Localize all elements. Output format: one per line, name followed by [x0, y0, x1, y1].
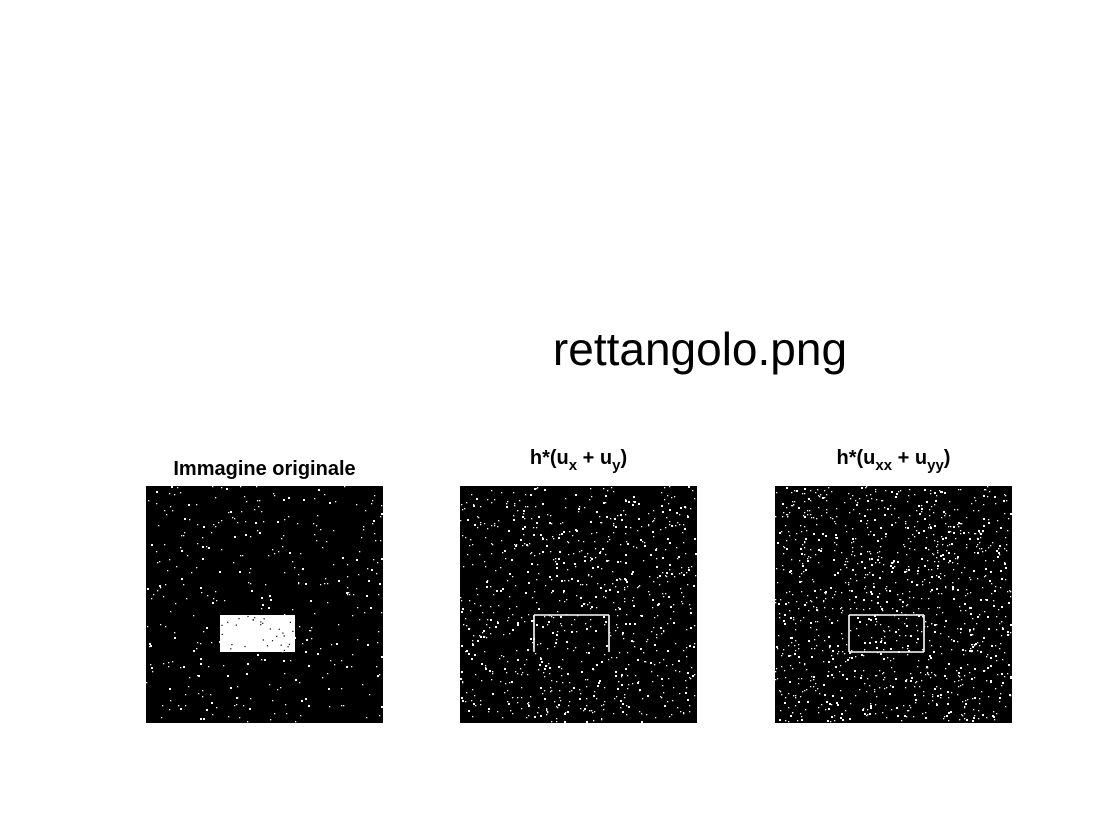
title-sub-xx: xx	[875, 457, 893, 474]
image-second-derivative-canvas	[775, 486, 1012, 723]
noise-dots	[146, 486, 383, 723]
panel-title-original: Immagine originale	[173, 458, 356, 480]
noise-dots	[775, 486, 1012, 723]
title-end: )	[620, 447, 628, 469]
filled-rectangle	[220, 615, 295, 652]
title-sub-x: x	[568, 457, 578, 474]
panel-title-first-derivative: h*(ux + uy)	[460, 447, 697, 473]
title-sub-y: y	[612, 457, 621, 474]
image-first-derivative	[460, 486, 697, 723]
figure-title: rettangolo.png	[552, 323, 848, 375]
panel-title-second-derivative: h*(uxx + uyy)	[775, 447, 1012, 473]
image-original-canvas	[146, 486, 383, 723]
image-original	[146, 486, 383, 723]
noise-dots	[460, 486, 697, 723]
title-main: h*(u	[529, 447, 569, 469]
image-first-derivative-canvas	[460, 486, 697, 723]
rectangle-noise	[221, 615, 294, 652]
title-end: )	[943, 447, 951, 469]
title-main: h*(u	[836, 447, 876, 469]
image-second-derivative	[775, 486, 1012, 723]
title-mid: + u	[577, 447, 613, 469]
title-sub-yy: yy	[927, 457, 944, 474]
title-mid: + u	[892, 447, 928, 469]
